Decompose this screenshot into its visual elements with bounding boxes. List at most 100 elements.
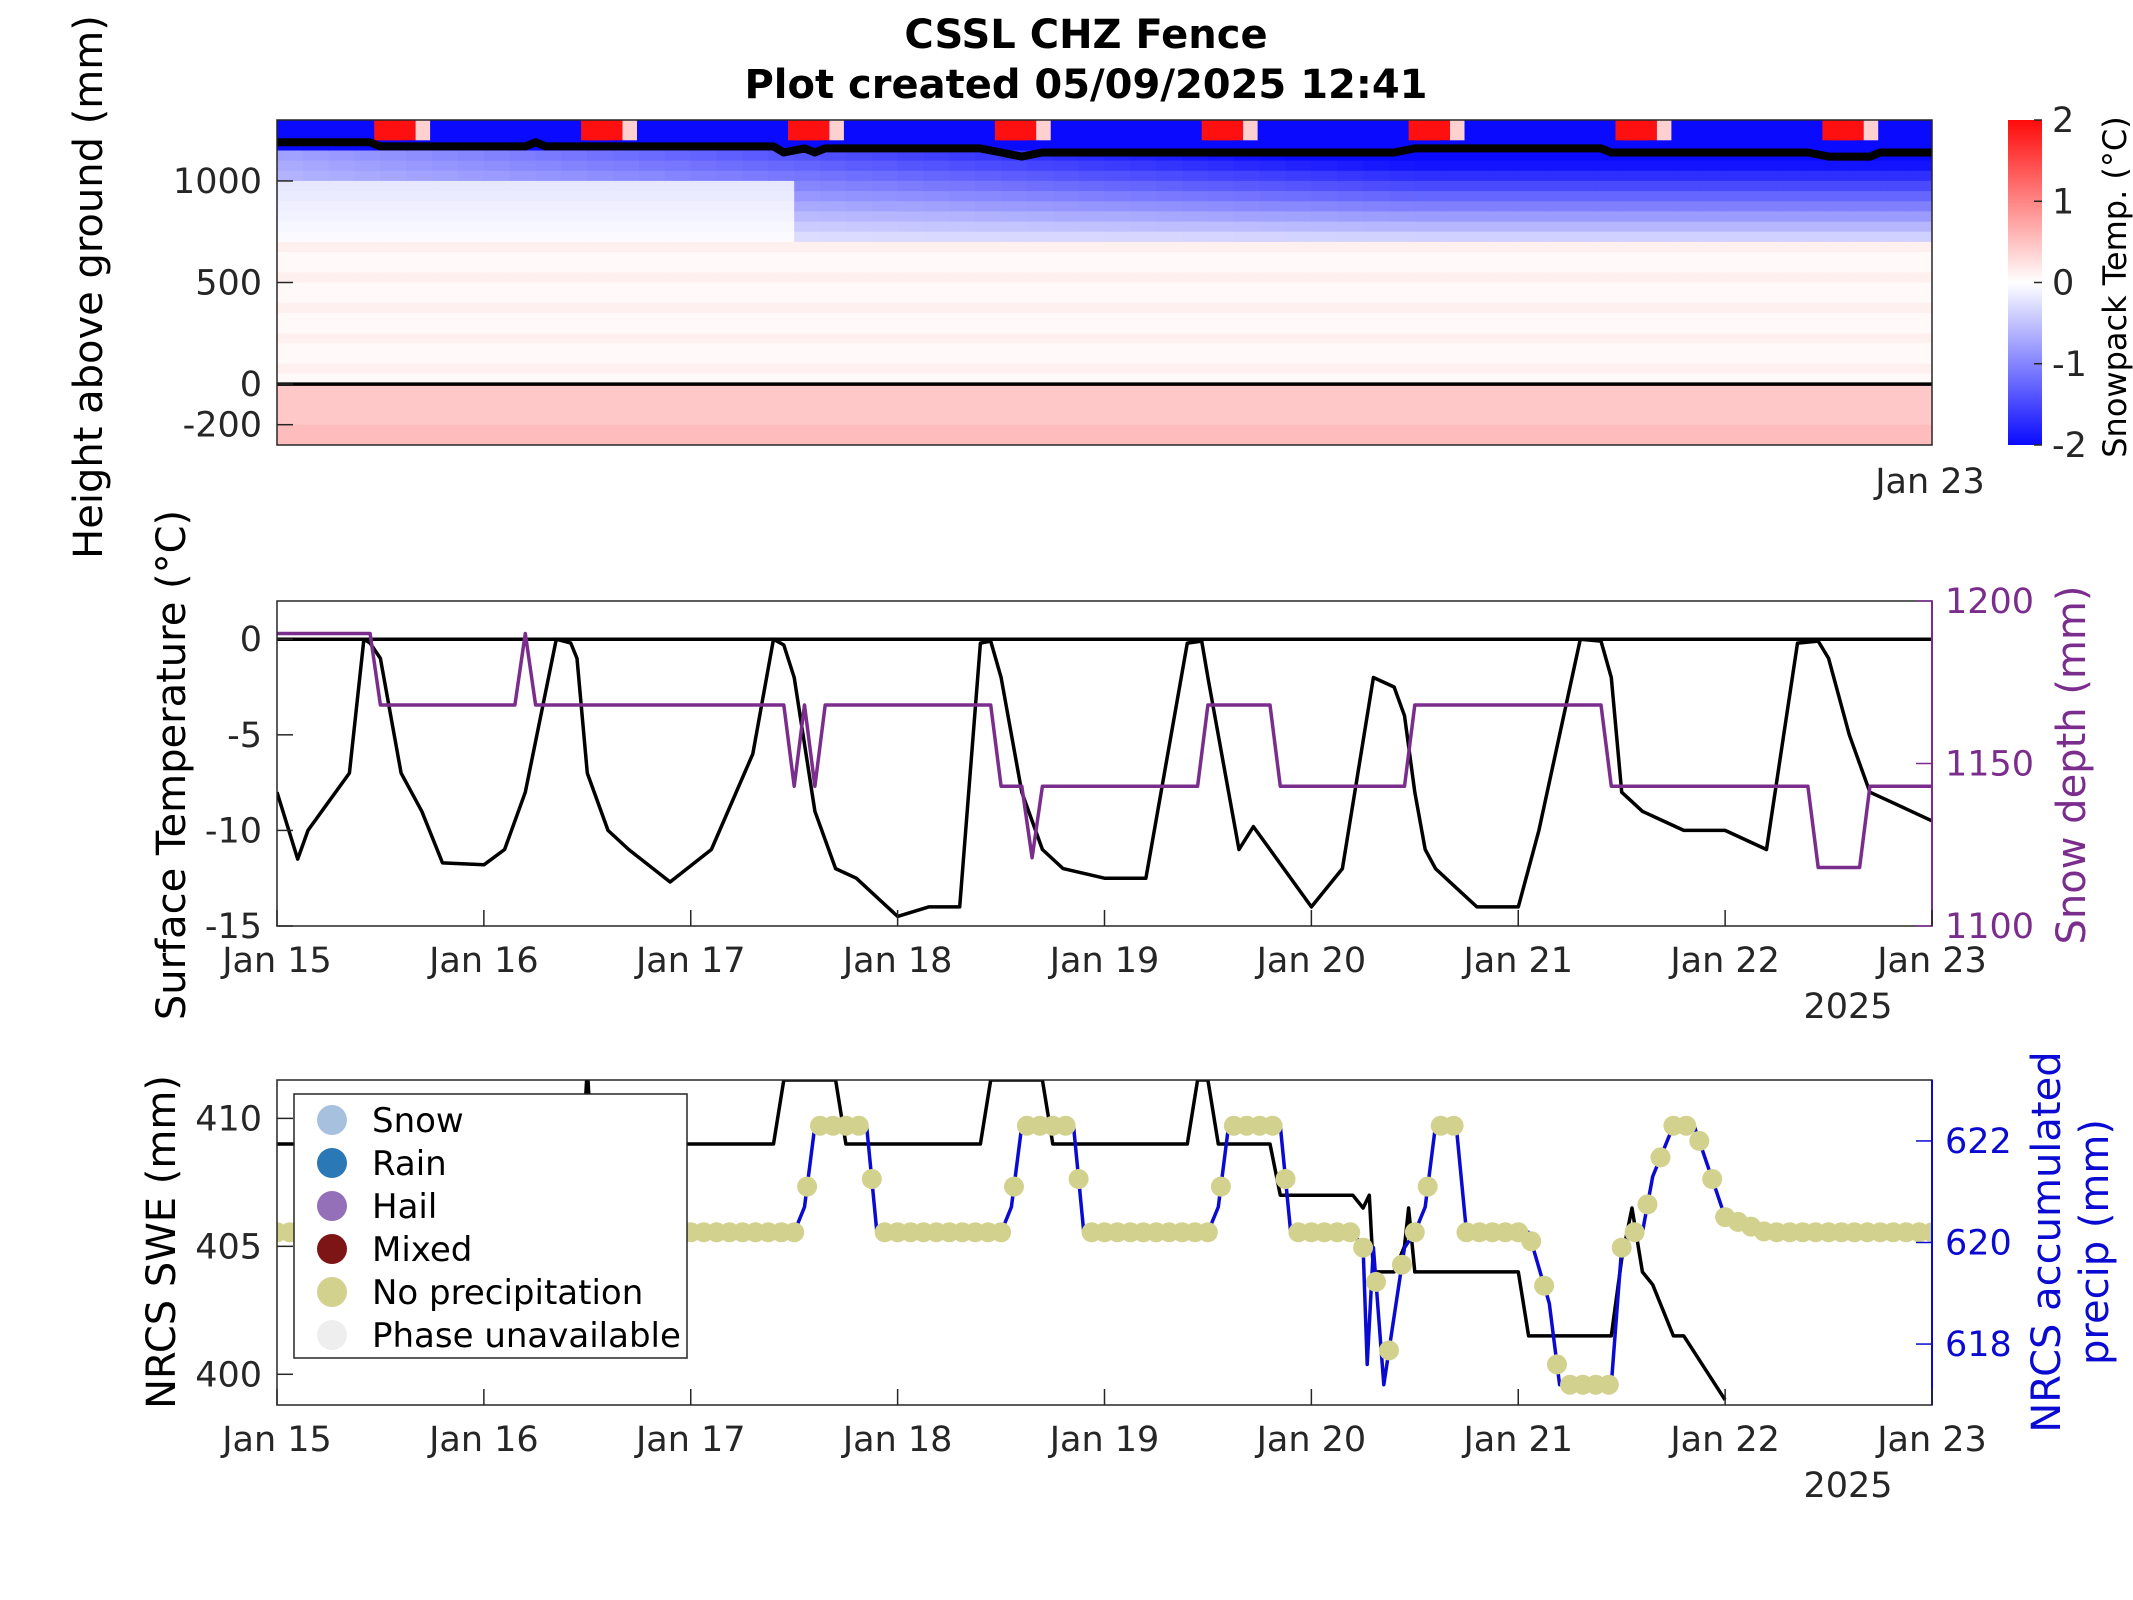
heatmap-cell [1440, 211, 1468, 223]
heatmap-cell [1078, 140, 1106, 152]
heatmap-cell [794, 191, 821, 203]
heatmap-cell [1699, 373, 1726, 385]
heatmap-cell [1026, 434, 1054, 445]
heatmap-cell [1673, 241, 1701, 253]
heatmap-cell [1026, 211, 1054, 223]
heatmap-cell [613, 191, 640, 203]
heatmap-cell [1130, 241, 1158, 253]
heatmap-cell [483, 373, 511, 385]
panel2-xtick-label: Jan 16 [427, 941, 539, 981]
heatmap-cell [871, 231, 899, 243]
heatmap-cell [949, 363, 976, 375]
heatmap-cell [1725, 262, 1752, 274]
heatmap-cell [483, 424, 511, 436]
heatmap-cell [302, 384, 330, 396]
heatmap-cell [1828, 394, 1856, 406]
heatmap-cell [716, 262, 744, 274]
heatmap-cell [1104, 211, 1132, 223]
panel1-ytick-label: 500 [195, 264, 262, 304]
heatmap-cell [1647, 211, 1675, 223]
heatmap-cell [432, 434, 459, 445]
heatmap-cell [380, 363, 408, 375]
heatmap-cell [1337, 201, 1364, 213]
panel2-ytick-label: -10 [205, 811, 262, 851]
heatmap-cell [1673, 191, 1701, 203]
heatmap-cell [1906, 384, 1932, 396]
heatmap-cell [1518, 120, 1545, 131]
heatmap-cell [639, 292, 666, 304]
heatmap-cell [1492, 363, 1520, 375]
heatmap-cell [1570, 282, 1597, 294]
heatmap-cell [380, 221, 408, 233]
heatmap-cell [328, 394, 356, 406]
heatmap-cell [1725, 384, 1752, 396]
heatmap-cell [1466, 313, 1494, 324]
heatmap-cell [1699, 262, 1726, 274]
heatmap-cell [1078, 160, 1106, 172]
heatmap-cell [768, 343, 795, 355]
heatmap-cell [1570, 150, 1597, 162]
heatmap-cell [509, 191, 537, 203]
heatmap-cell [664, 191, 692, 203]
heatmap-cell [1285, 323, 1313, 335]
heatmap-cell [1363, 211, 1390, 223]
heatmap-cell [1492, 231, 1520, 243]
heatmap-cell [277, 262, 304, 274]
heatmap-cell [871, 394, 899, 406]
heatmap-cell [613, 262, 640, 274]
heatmap-cell [1466, 170, 1494, 182]
heatmap-cell [561, 394, 589, 406]
legend-marker [317, 1105, 347, 1135]
heatmap-cell [1156, 404, 1183, 416]
heatmap-cell [949, 313, 976, 324]
heatmap-cell [1466, 191, 1494, 203]
heatmap-cell [1078, 414, 1106, 426]
heatmap-cell [1828, 262, 1856, 274]
heatmap-cell [949, 150, 976, 162]
heatmap-cell [1518, 384, 1545, 396]
heatmap-cell [1414, 201, 1442, 213]
heatmap-cell [561, 211, 589, 223]
heatmap-cell [845, 201, 873, 213]
heatmap-cell [613, 282, 640, 294]
heatmap-cell [509, 272, 537, 284]
heatmap-cell [1621, 353, 1649, 365]
heatmap-cell [1414, 191, 1442, 203]
heatmap-cell [639, 170, 666, 182]
heatmap-cell [639, 160, 666, 172]
heatmap-cell [535, 160, 563, 172]
heatmap-cell [1104, 394, 1132, 406]
heatmap-cell [768, 262, 795, 274]
heatmap-cell [1906, 221, 1932, 233]
heatmap-cell [1207, 353, 1235, 365]
heatmap-cell [1207, 394, 1235, 406]
heatmap-cell [1647, 384, 1675, 396]
heatmap-cell [354, 231, 382, 243]
heatmap-cell [897, 424, 925, 436]
heatmap-cell [1311, 170, 1339, 182]
heatmap-cell [1647, 292, 1675, 304]
heatmap-cell [820, 353, 847, 365]
heatmap-cell [1233, 394, 1261, 406]
heatmap-cell [1802, 201, 1830, 213]
heatmap-cell [587, 434, 614, 445]
heatmap-cell [1776, 262, 1804, 274]
heatmap-cell [1880, 170, 1907, 182]
heatmap-cell [302, 373, 330, 385]
heatmap-cell [1182, 130, 1209, 142]
heatmap-cell [1647, 272, 1675, 284]
heatmap-cell [1337, 323, 1364, 335]
heatmap-cell [1130, 160, 1158, 172]
no-precip-marker [1676, 1115, 1697, 1136]
heatmap-cell [1828, 292, 1856, 304]
heatmap-cell [1311, 120, 1339, 131]
heatmap-cell [1595, 363, 1623, 375]
heatmap-cell [1544, 272, 1571, 284]
heatmap-cell [380, 313, 408, 324]
heatmap-cell [1156, 130, 1183, 142]
heatmap-cell [1492, 434, 1520, 445]
heatmap-cell [975, 434, 1002, 445]
heatmap-cell [1182, 191, 1209, 203]
heatmap-cell [1751, 414, 1778, 426]
heatmap-cell [1725, 353, 1752, 365]
